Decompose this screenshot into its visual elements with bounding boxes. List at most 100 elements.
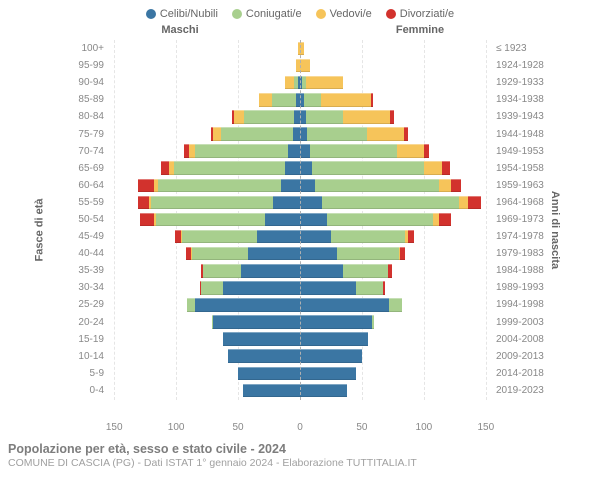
bar-segment [400,247,405,261]
bar-segment [195,298,300,312]
male-bar [108,57,300,74]
legend: Celibi/NubiliConiugati/eVedovi/eDivorzia… [0,0,600,24]
gender-headers: Maschi Femmine [0,24,600,40]
x-tick-label: 0 [297,422,303,433]
bar-segment [439,213,451,227]
age-row: 35-391984-1988 [58,262,542,279]
age-label: 65-69 [58,163,108,174]
legend-label: Coniugati/e [246,8,302,20]
female-bar [300,160,492,177]
male-bar [108,262,300,279]
bar-area [108,365,492,382]
bar-segment [234,110,244,124]
age-label: 95-99 [58,60,108,71]
female-bar [300,57,492,74]
age-row: 70-741949-1953 [58,143,542,160]
bar-area [108,40,492,57]
bar-segment [223,281,300,295]
bar-segment [213,127,220,141]
bar-segment [300,298,389,312]
female-bar [300,108,492,125]
bar-segment [306,110,343,124]
bar-segment [300,281,356,295]
bar-area [108,143,492,160]
bar-segment [248,247,300,261]
female-bar [300,348,492,365]
age-label: 60-64 [58,180,108,191]
bar-segment [371,93,373,107]
male-bar [108,296,300,313]
bar-segment [367,127,404,141]
bar-segment [300,315,372,329]
bar-segment [408,230,414,244]
female-bar [300,91,492,108]
birth-year-label: 1924-1928 [492,60,542,71]
female-bar [300,365,492,382]
age-label: 50-54 [58,214,108,225]
age-row: 100+≤ 1923 [58,40,542,57]
age-label: 20-24 [58,317,108,328]
bar-segment [307,127,366,141]
birth-year-label: 1994-1998 [492,299,542,310]
y-axis-label-left: Fasce di età [33,199,45,262]
bar-segment [300,230,331,244]
female-bar [300,177,492,194]
bar-segment [265,213,300,227]
bar-segment [293,127,300,141]
y-axis-label-right: Anni di nascita [549,191,561,269]
bar-segment [300,127,307,141]
x-tick-label: 50 [356,422,367,433]
birth-year-label: 2004-2008 [492,334,542,345]
male-bar [108,143,300,160]
birth-year-label: 1964-1968 [492,197,542,208]
bar-segment [300,144,310,158]
male-bar [108,177,300,194]
male-bar [108,382,300,399]
bar-segment [372,315,374,329]
female-bar [300,245,492,262]
bar-segment [304,93,321,107]
male-bar [108,245,300,262]
bar-segment [228,349,300,363]
header-male: Maschi [60,24,300,36]
female-bar [300,211,492,228]
age-label: 75-79 [58,129,108,140]
bar-segment [383,281,385,295]
birth-year-label: 1989-1993 [492,282,542,293]
birth-year-label: 2019-2023 [492,385,542,396]
x-tick-label: 50 [233,422,244,433]
female-bar [300,314,492,331]
age-row: 10-142009-2013 [58,348,542,365]
bar-segment [451,179,461,193]
bar-segment [138,196,149,210]
bar-segment [158,179,282,193]
x-axis: 15010050050100150 [0,420,600,436]
female-bar [300,40,492,57]
bar-segment [288,144,300,158]
bar-segment [223,332,300,346]
bar-segment [300,196,322,210]
female-bar [300,279,492,296]
legend-label: Celibi/Nubili [160,8,218,20]
age-label: 15-19 [58,334,108,345]
legend-swatch [316,9,326,19]
male-bar [108,211,300,228]
population-pyramid: Fasce di età Anni di nascita 100+≤ 1923 9… [0,40,600,420]
male-bar [108,348,300,365]
bar-segment [390,110,394,124]
bar-area [108,57,492,74]
bar-area [108,314,492,331]
bar-segment [285,76,294,90]
bar-segment [300,349,362,363]
birth-year-label: 1959-1963 [492,180,542,191]
legend-swatch [386,9,396,19]
age-label: 55-59 [58,197,108,208]
legend-item: Celibi/Nubili [146,8,218,20]
bar-segment [273,196,300,210]
bar-segment [174,161,285,175]
bar-area [108,262,492,279]
bar-area [108,160,492,177]
x-tick-label: 150 [106,422,123,433]
bar-area [108,211,492,228]
bar-segment [343,110,390,124]
